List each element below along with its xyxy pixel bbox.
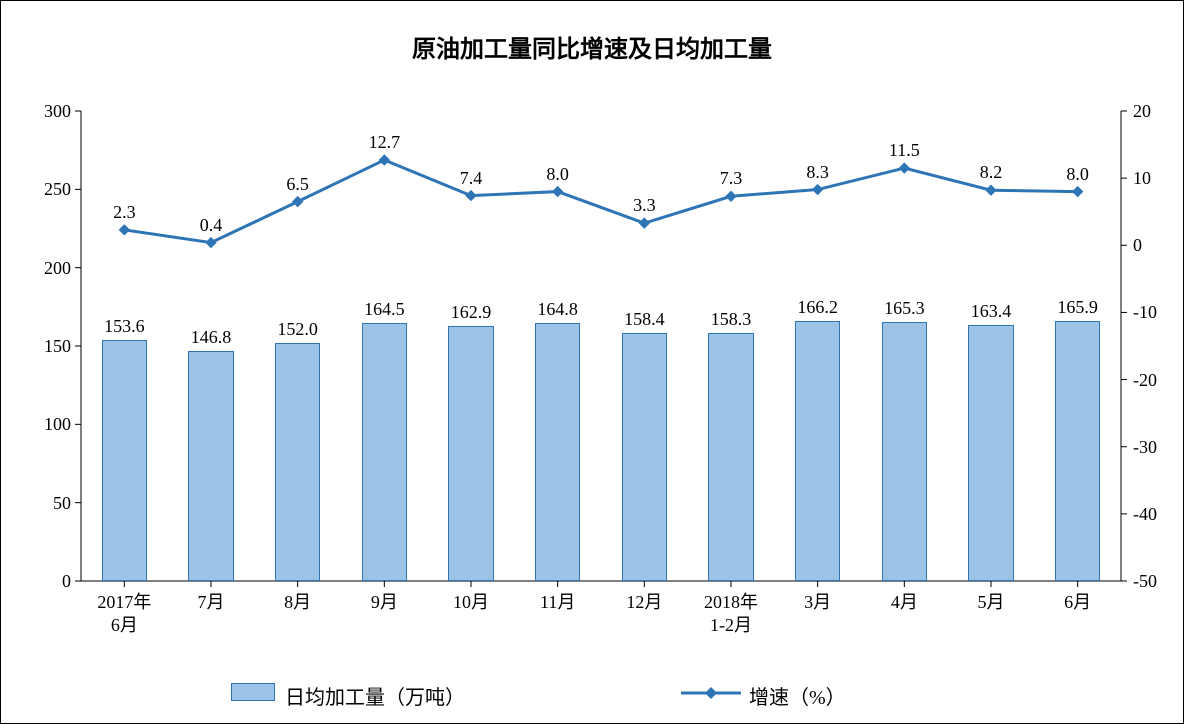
bar [882,322,927,581]
bar [362,323,407,581]
y-right-tick-label: 10 [1133,168,1184,189]
line-value-label: 8.0 [528,164,588,185]
line-value-label: 7.4 [441,168,501,189]
line-value-label: 8.0 [1048,164,1108,185]
bar-value-label: 166.2 [778,297,858,318]
line-marker [1073,187,1083,197]
bar-value-label: 165.9 [1038,297,1118,318]
bar-value-label: 158.3 [691,309,771,330]
y-right-tick-label: -10 [1133,302,1184,323]
line-value-label: 3.3 [614,195,674,216]
line-marker [206,238,216,248]
line-series [124,160,1077,243]
line-value-label: 12.7 [354,132,414,153]
bar [448,326,493,581]
line-value-label: 8.3 [788,162,848,183]
x-tick-label: 6月 [1033,591,1123,614]
y-right-tick-label: -30 [1133,437,1184,458]
bar [708,333,753,581]
y-right-tick-label: 20 [1133,101,1184,122]
line-marker [639,218,649,228]
legend: 日均加工量（万吨） 增速（%） [1,681,1184,711]
bar-value-label: 164.8 [518,299,598,320]
bar [968,325,1013,581]
bar [795,321,840,581]
plot-area: 050100150200250300-50-40-30-20-100102020… [81,111,1121,581]
line-marker [726,191,736,201]
y-left-tick-label: 50 [11,493,71,514]
line-marker [379,155,389,165]
chart-container: 原油加工量同比增速及日均加工量 050100150200250300-50-40… [0,0,1184,724]
bar [1055,321,1100,581]
chart-title: 原油加工量同比增速及日均加工量 [1,29,1183,64]
x-tick-label: 8月 [253,591,343,614]
bar-value-label: 162.9 [431,302,511,323]
x-tick-label: 7月 [166,591,256,614]
x-tick-label: 5月 [946,591,1036,614]
line-value-label: 11.5 [874,140,934,161]
x-tick-label: 4月 [859,591,949,614]
bar [188,351,233,581]
bar-value-label: 165.3 [864,298,944,319]
x-tick-label: 2017年 6月 [79,591,169,636]
x-tick-label: 2018年 1-2月 [686,591,776,636]
line-marker [986,185,996,195]
y-left-tick-label: 250 [11,179,71,200]
y-right-tick-label: -40 [1133,504,1184,525]
x-tick-label: 10月 [426,591,516,614]
line-marker [813,185,823,195]
bar-value-label: 152.0 [258,319,338,340]
bar-value-label: 158.4 [604,309,684,330]
legend-line-label: 增速（%） [749,681,846,710]
legend-bar-label: 日均加工量（万吨） [285,681,465,710]
y-left-tick-label: 0 [11,571,71,592]
bar-value-label: 164.5 [344,299,424,320]
bar-value-label: 146.8 [171,327,251,348]
y-right-tick-label: 0 [1133,235,1184,256]
line-value-label: 8.2 [961,162,1021,183]
legend-bar-swatch [231,683,275,701]
line-marker [293,197,303,207]
line-marker [553,187,563,197]
bar [275,343,320,581]
x-tick-label: 11月 [513,591,603,614]
y-right-tick-label: -50 [1133,571,1184,592]
bar [102,340,147,581]
bar [622,333,667,581]
x-tick-label: 12月 [599,591,689,614]
line-value-label: 7.3 [701,168,761,189]
y-left-tick-label: 150 [11,336,71,357]
line-value-label: 2.3 [94,202,154,223]
y-right-tick-label: -20 [1133,370,1184,391]
x-tick-label: 9月 [339,591,429,614]
y-left-tick-label: 300 [11,101,71,122]
x-tick-label: 3月 [773,591,863,614]
bar-value-label: 163.4 [951,301,1031,322]
y-left-tick-label: 200 [11,258,71,279]
line-value-label: 0.4 [181,215,241,236]
y-left-tick-label: 100 [11,414,71,435]
line-marker [119,225,129,235]
legend-line-swatch [681,681,741,705]
bar-value-label: 153.6 [84,316,164,337]
line-value-label: 6.5 [268,174,328,195]
bar [535,323,580,581]
line-marker [466,191,476,201]
line-marker [899,163,909,173]
